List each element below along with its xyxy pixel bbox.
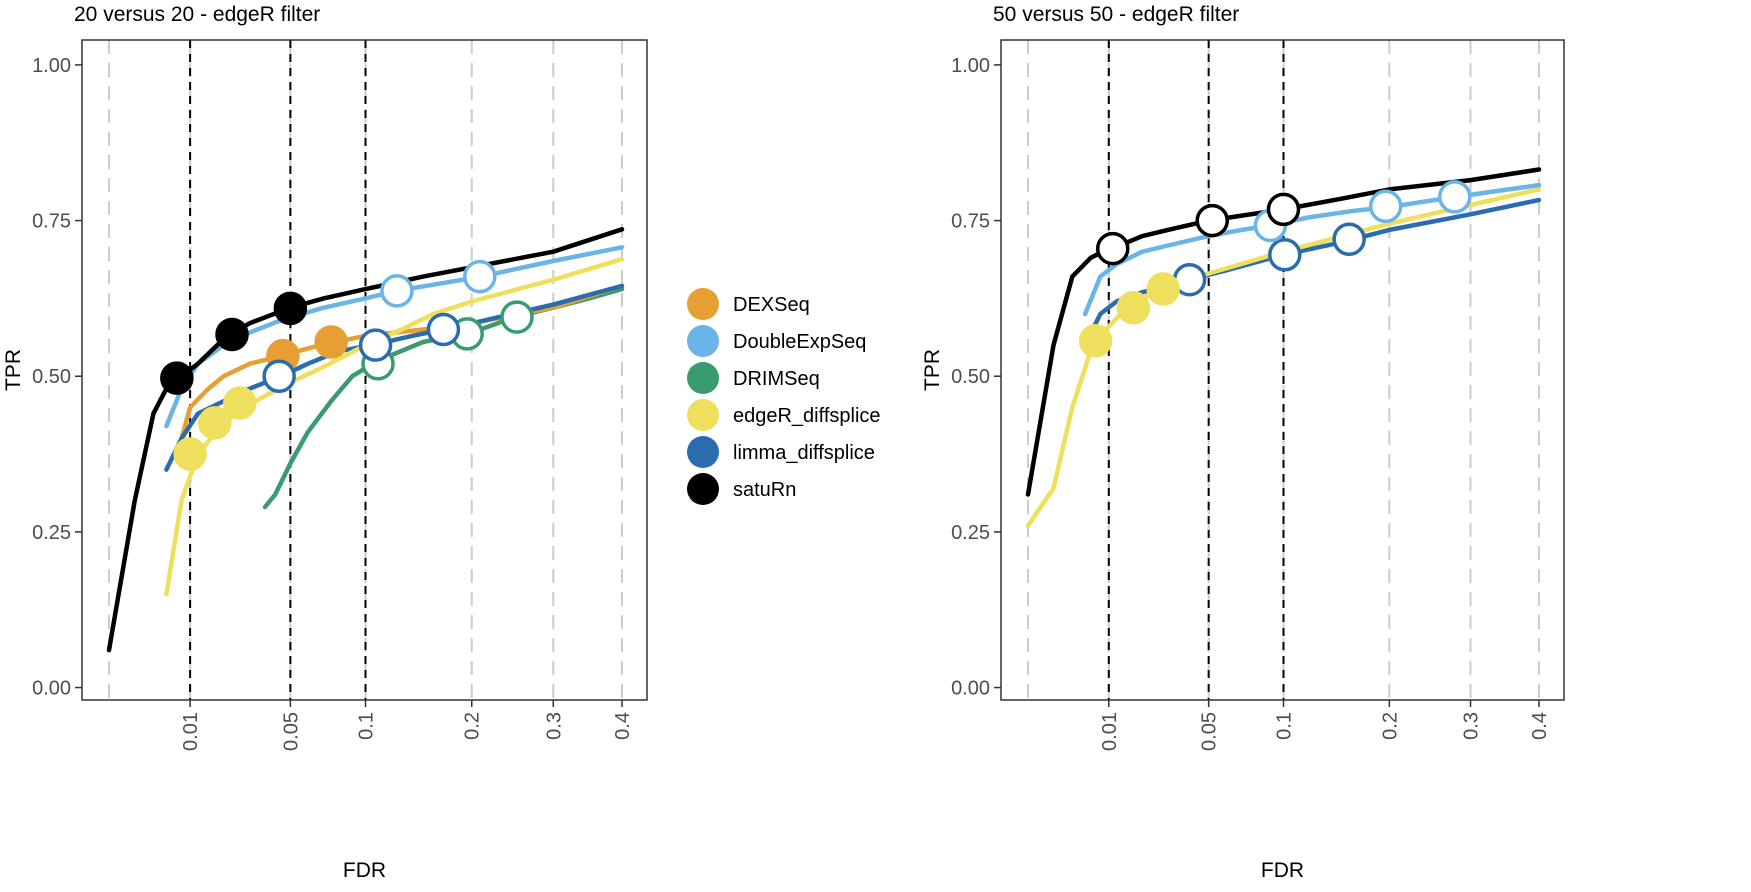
data-point-limma-diffsplice [1268, 238, 1302, 272]
legend-swatch-dexseq [687, 288, 719, 320]
chart-title: 50 versus 50 - edgeR filter [993, 3, 1239, 26]
data-point-saturn [160, 361, 194, 395]
data-point-edger-diffsplice [1116, 290, 1151, 325]
data-point-saturn [215, 317, 249, 352]
y-tick-label: 0.50 [951, 366, 990, 388]
legend-label-limma-diffsplice: limma_diffsplice [733, 442, 875, 464]
data-point-doubleexpseq [380, 274, 414, 308]
x-tick-label: 0.3 [543, 712, 565, 740]
y-tick-label: 0.50 [32, 366, 71, 388]
data-point-saturn [1266, 192, 1301, 227]
data-point-doubleexpseq [1368, 189, 1403, 223]
data-point-limma-diffsplice [1332, 222, 1366, 256]
data-point-limma-diffsplice [426, 312, 461, 347]
data-point-limma-diffsplice [262, 359, 296, 393]
y-axis-label: TPR [2, 349, 25, 391]
x-tick-label: 0.2 [462, 712, 484, 740]
data-point-edger-diffsplice [173, 437, 207, 471]
data-point-doubleexpseq [1438, 180, 1472, 214]
x-tick-label: 0.2 [1379, 712, 1401, 740]
x-tick-label: 0.01 [1099, 712, 1121, 751]
plot-frame [81, 39, 648, 701]
legend-swatch-doubleexpseq [687, 325, 719, 357]
series-line-saturn [1025, 167, 1542, 497]
panel-20-vs-20: 0.00 0.25 0.50 0.75 1.00 0.01 0.05 0.1 0.2 0.3 0.4… [2, 3, 648, 882]
y-tick-label: 1.00 [951, 55, 990, 77]
x-tick-label: 0.05 [1199, 712, 1221, 751]
x-tick-label: 0.01 [180, 712, 202, 751]
x-tick-label: 0.4 [612, 712, 634, 740]
data-point-edger-diffsplice [223, 386, 257, 420]
x-axis-label: FDR [1261, 859, 1304, 882]
x-tick-label: 0.05 [280, 712, 302, 751]
data-point-saturn [1195, 203, 1229, 238]
data-point-dexseq [314, 325, 348, 359]
data-point-saturn [273, 291, 308, 326]
x-tick-label: 0.4 [1529, 712, 1551, 740]
legend: DEXSeq DoubleExpSeq DRIMSeq edgeR_diffsplic… [687, 288, 881, 505]
legend-label-dexseq: DEXSeq [733, 294, 810, 316]
y-tick-label: 1.00 [32, 55, 71, 77]
legend-label-drimseq: DRIMSeq [733, 368, 820, 390]
legend-label-edger-diffsplice: edgeR_diffsplice [733, 405, 881, 427]
y-tick-label: 0.75 [951, 211, 990, 233]
y-axis-label: TPR [921, 349, 944, 391]
chart-title: 20 versus 20 - edgeR filter [74, 3, 320, 26]
data-point-edger-diffsplice [1146, 272, 1180, 306]
y-tick-label: 0.25 [951, 522, 990, 544]
x-tick-label: 0.1 [1274, 712, 1296, 740]
x-axis-label: FDR [343, 859, 386, 882]
data-point-doubleexpseq [463, 259, 497, 294]
data-point-saturn [1095, 231, 1130, 266]
legend-label-saturn: satuRn [733, 479, 796, 501]
series-line-saturn [106, 227, 625, 653]
legend-swatch-saturn [687, 473, 719, 505]
x-tick-label: 0.1 [356, 712, 378, 740]
data-point-limma-diffsplice [358, 328, 393, 362]
legend-swatch-limma-diffsplice [687, 436, 719, 468]
plot-frame [1000, 39, 1565, 701]
y-tick-label: 0.00 [951, 678, 990, 700]
legend-swatch-edger-diffsplice [687, 399, 719, 431]
data-point-edger-diffsplice [1078, 323, 1113, 358]
y-tick-label: 0.25 [32, 522, 71, 544]
x-tick-label: 0.3 [1461, 712, 1483, 740]
legend-label-doubleexpseq: DoubleExpSeq [733, 331, 866, 353]
y-tick-label: 0.00 [32, 678, 71, 700]
data-point-edger-diffsplice [198, 406, 232, 440]
panel-50-vs-50: 0.00 0.25 0.50 0.75 1.00 0.01 0.05 0.1 0.2 0.3 0.4… [921, 3, 1565, 882]
legend-swatch-drimseq [687, 362, 719, 394]
y-tick-label: 0.75 [32, 211, 71, 233]
data-point-drimseq [500, 300, 534, 334]
